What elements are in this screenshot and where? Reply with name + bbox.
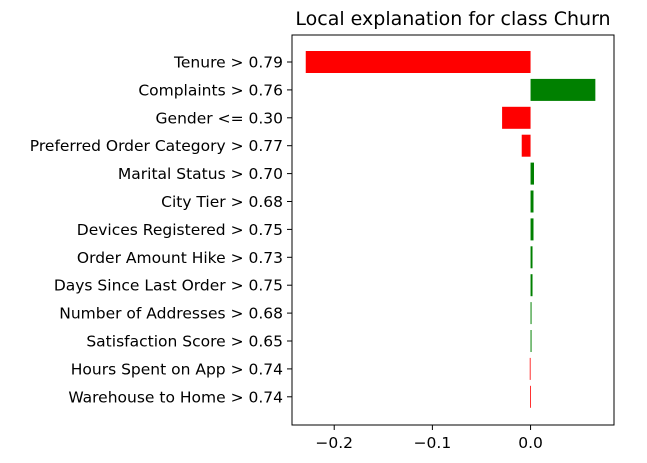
y-labels-group: Tenure > 0.79 Complaints > 0.76 Gender <= … — [30, 54, 292, 406]
bar — [530, 78, 596, 101]
y-tick-label: Marital Status > 0.70 — [118, 165, 283, 183]
y-tick-label: Hours Spent on App > 0.74 — [71, 360, 283, 378]
y-tick-label: Order Amount Hike > 0.73 — [77, 249, 283, 267]
y-tick-label: Complaints > 0.76 — [138, 81, 283, 99]
y-tick-label: Satisfaction Score > 0.65 — [86, 333, 283, 351]
x-ticks-group: −0.2 −0.1 0.0 — [315, 425, 543, 452]
y-tick-label: Gender <= 0.30 — [156, 109, 283, 127]
x-tick-label: −0.2 — [315, 434, 353, 452]
bar — [502, 106, 531, 129]
bar — [530, 246, 533, 269]
bar — [530, 385, 531, 408]
y-tick-label: Number of Addresses > 0.68 — [59, 305, 283, 323]
bar — [530, 162, 534, 185]
bar — [530, 302, 532, 325]
y-tick-label: Warehouse to Home > 0.74 — [68, 388, 283, 406]
bars-group — [305, 51, 596, 408]
bar — [530, 190, 534, 213]
bar — [305, 51, 531, 73]
bar — [530, 274, 533, 297]
y-tick-label: Days Since Last Order > 0.75 — [54, 277, 283, 295]
chart-title: Local explanation for class Churn — [295, 8, 610, 30]
bar — [529, 357, 531, 380]
y-tick-label: Preferred Order Category > 0.77 — [30, 137, 283, 155]
y-tick-label: Devices Registered > 0.75 — [77, 221, 283, 239]
y-tick-label: City Tier > 0.68 — [161, 193, 283, 211]
x-tick-label: −0.1 — [414, 434, 452, 452]
y-tick-label: Tenure > 0.79 — [173, 54, 283, 72]
bar — [530, 218, 534, 241]
x-tick-label: 0.0 — [518, 434, 543, 452]
bar — [530, 330, 532, 352]
bar — [521, 134, 531, 157]
